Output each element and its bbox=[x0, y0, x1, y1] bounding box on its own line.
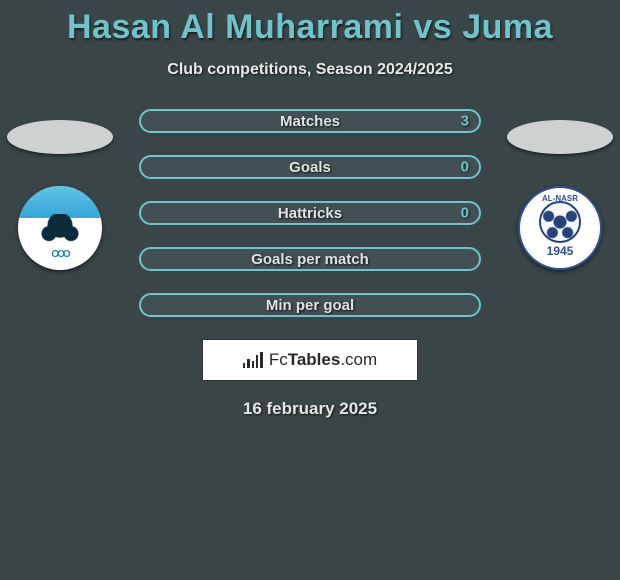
club-right-year: 1945 bbox=[520, 244, 600, 258]
stat-row-goals: Goals 0 bbox=[139, 155, 481, 179]
player-right-avatar bbox=[507, 120, 613, 154]
stat-value: 3 bbox=[461, 113, 469, 130]
stat-value: 0 bbox=[461, 205, 469, 222]
bar-chart-icon bbox=[243, 352, 263, 368]
date-text: 16 february 2025 bbox=[0, 399, 620, 419]
logo-text-bold: Tables bbox=[288, 350, 341, 369]
stat-row-min-per-goal: Min per goal bbox=[139, 293, 481, 317]
player-left-side: OOO bbox=[0, 120, 120, 270]
stat-label: Goals per match bbox=[251, 251, 369, 268]
logo-text-suffix: .com bbox=[340, 350, 377, 369]
subtitle: Club competitions, Season 2024/2025 bbox=[0, 61, 620, 79]
stat-label: Min per goal bbox=[266, 297, 354, 314]
stat-row-goals-per-match: Goals per match bbox=[139, 247, 481, 271]
stat-label: Matches bbox=[280, 113, 340, 130]
logo-text-plain: Fc bbox=[269, 350, 288, 369]
fctables-logo: FcTables.com bbox=[202, 339, 418, 381]
stat-label: Goals bbox=[289, 159, 331, 176]
stat-value: 0 bbox=[461, 159, 469, 176]
page-title: Hasan Al Muharrami vs Juma bbox=[0, 0, 620, 47]
player-right-side: AL-NASR 1945 bbox=[500, 120, 620, 270]
stat-row-matches: Matches 3 bbox=[139, 109, 481, 133]
soccer-ball-icon bbox=[539, 201, 581, 243]
stat-row-hattricks: Hattricks 0 bbox=[139, 201, 481, 225]
player-left-avatar bbox=[7, 120, 113, 154]
stat-label: Hattricks bbox=[278, 205, 342, 222]
club-right-badge: AL-NASR 1945 bbox=[518, 186, 602, 270]
stats-container: Matches 3 Goals 0 Hattricks 0 Goals per … bbox=[139, 109, 481, 317]
fctables-text: FcTables.com bbox=[269, 350, 377, 370]
club-left-rings-icon: OOO bbox=[51, 249, 68, 260]
club-left-badge: OOO bbox=[18, 186, 102, 270]
